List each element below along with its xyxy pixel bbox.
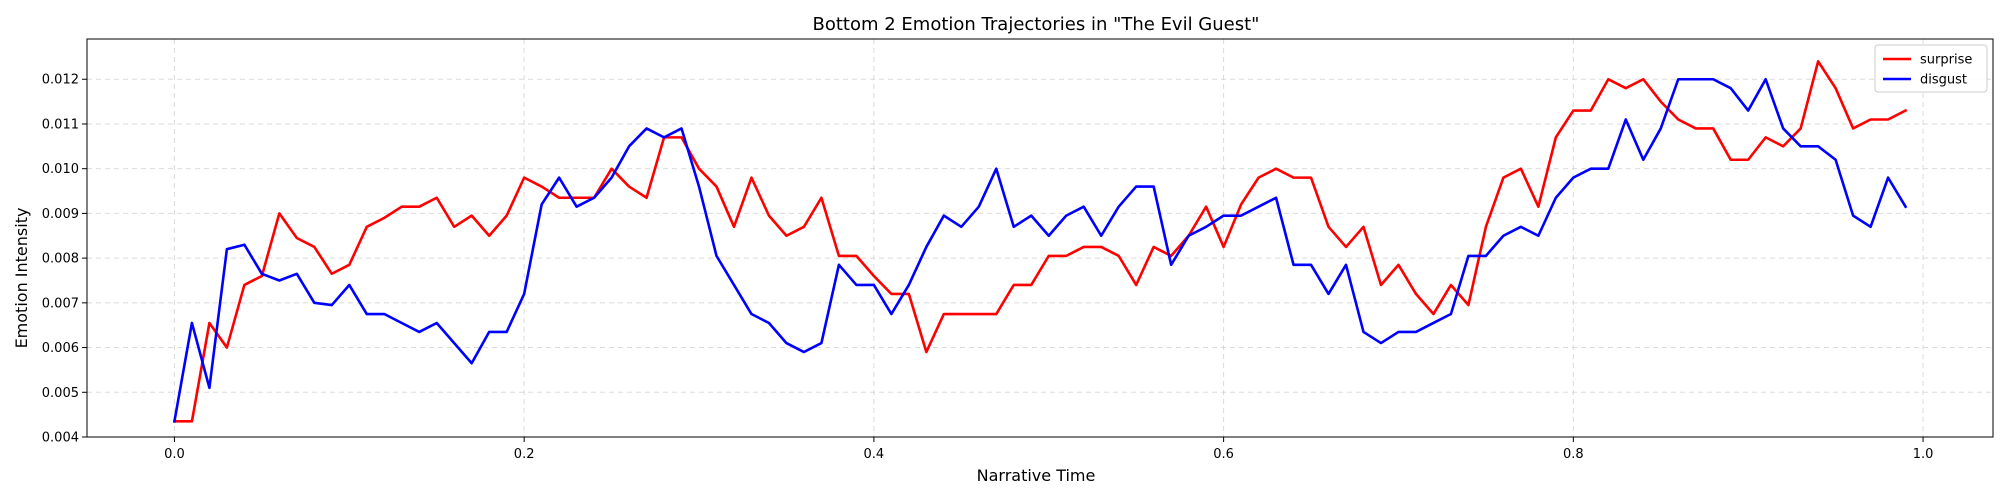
y-tick-label: 0.012 [42, 73, 79, 88]
x-tick-label: 0.0 [164, 447, 185, 462]
y-tick-label: 0.009 [42, 207, 79, 222]
x-tick-label: 0.8 [1563, 447, 1584, 462]
plot-frame [86, 38, 1994, 438]
x-tick-label: 0.4 [864, 447, 885, 462]
y-tick-label: 0.011 [42, 117, 79, 132]
y-tick-label: 0.005 [42, 386, 79, 401]
series-line-surprise [173, 60, 1908, 423]
x-tick-label: 0.6 [1213, 447, 1234, 462]
x-tick-label: 0.2 [514, 447, 535, 462]
legend-label-disgust: disgust [1920, 73, 1967, 88]
x-tick-label: 1.0 [1913, 447, 1934, 462]
series-line-disgust [172, 77, 1908, 423]
chart-title: Bottom 2 Emotion Trajectories in "The Ev… [813, 14, 1260, 35]
y-axis-label: Emotion Intensity [12, 208, 31, 349]
y-axis: 0.004 0.005 0.006 0.007 0.008 0.009 0.010 0.011… [42, 73, 87, 446]
series-layer [172, 60, 1908, 423]
y-tick-label: 0.006 [42, 341, 79, 356]
legend-label-surprise: surprise [1920, 53, 1972, 68]
y-tick-label: 0.004 [42, 431, 79, 446]
grid-layer [87, 39, 1993, 438]
y-tick-label: 0.007 [42, 296, 79, 311]
y-tick-label: 0.008 [42, 252, 79, 267]
x-axis-label: Narrative Time [977, 466, 1096, 485]
legend: surprise disgust [1874, 44, 1988, 93]
y-tick-label: 0.010 [42, 162, 79, 177]
x-axis: 0.0 0.2 0.4 0.6 0.8 1.0 [164, 437, 1933, 462]
